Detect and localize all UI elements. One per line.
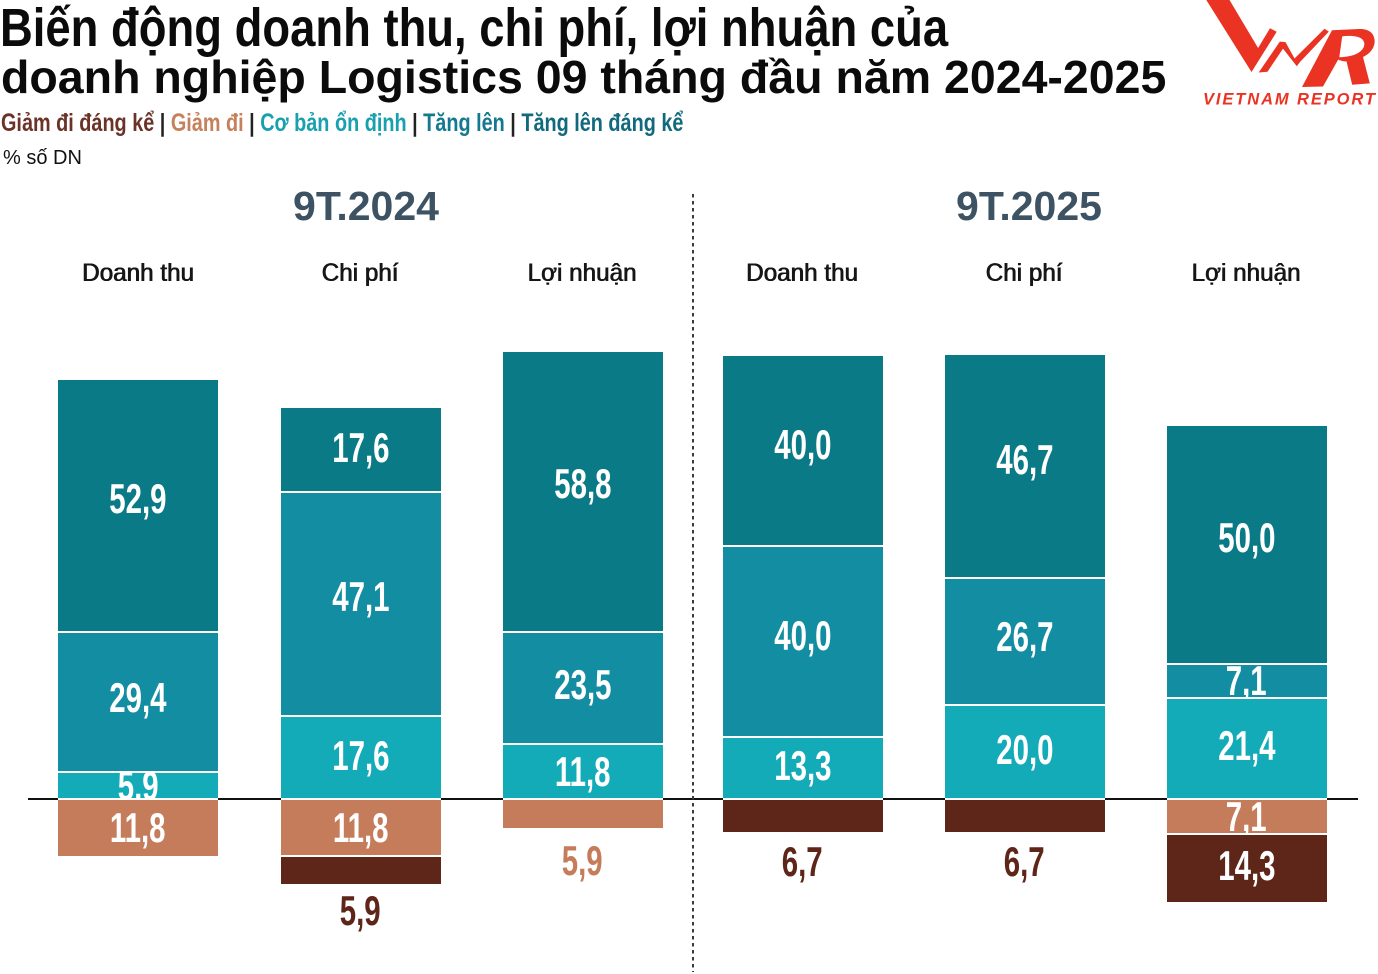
svg-text:VIETNAM REPORT: VIETNAM REPORT (1203, 91, 1377, 109)
